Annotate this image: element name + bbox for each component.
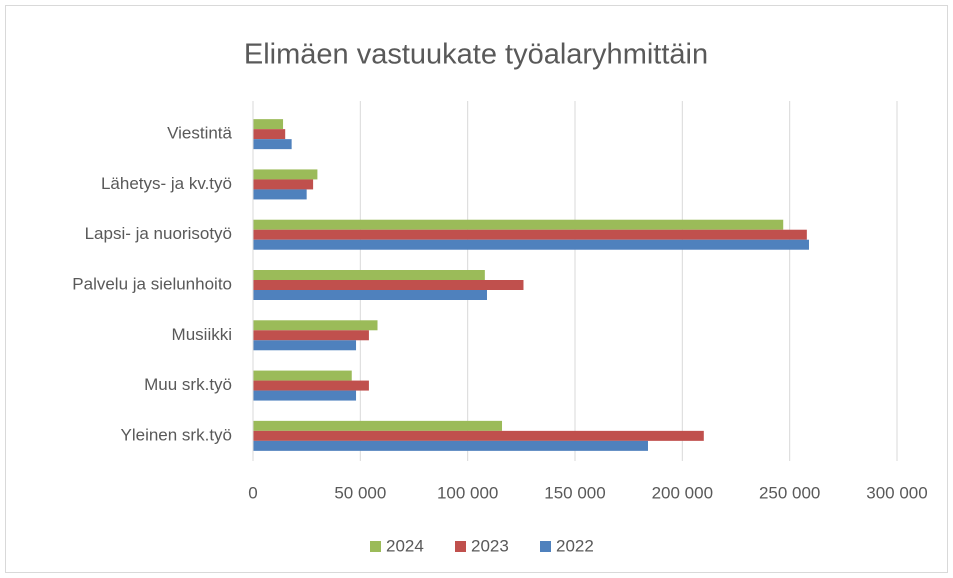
bar bbox=[253, 440, 648, 451]
y-tick-label: Palvelu ja sielunhoito bbox=[72, 274, 232, 293]
x-tick-label: 100 000 bbox=[437, 483, 498, 502]
bar bbox=[253, 129, 286, 140]
legend-label: 2024 bbox=[386, 536, 424, 555]
bar bbox=[253, 239, 809, 250]
bar bbox=[253, 229, 807, 240]
x-tick-label: 300 000 bbox=[866, 483, 927, 502]
bar bbox=[253, 219, 784, 230]
bar bbox=[253, 139, 292, 150]
x-tick-label: 150 000 bbox=[544, 483, 605, 502]
x-tick-label: 50 000 bbox=[334, 483, 386, 502]
legend-label: 2023 bbox=[471, 536, 509, 555]
bar bbox=[253, 189, 307, 200]
x-tick-label: 200 000 bbox=[652, 483, 713, 502]
bar bbox=[253, 340, 357, 351]
y-tick-label: Muu srk.työ bbox=[144, 375, 232, 394]
legend-label: 2022 bbox=[556, 536, 594, 555]
bar bbox=[253, 290, 487, 300]
bar bbox=[253, 280, 524, 290]
bar bbox=[253, 380, 369, 391]
bar bbox=[253, 390, 357, 401]
bar bbox=[253, 330, 369, 341]
y-tick-label: Lähetys- ja kv.työ bbox=[101, 174, 232, 193]
bar bbox=[253, 119, 284, 130]
bar bbox=[253, 370, 352, 381]
legend-swatch bbox=[370, 541, 381, 552]
x-tick-label: 0 bbox=[248, 483, 257, 502]
legend-swatch bbox=[455, 541, 466, 552]
bar bbox=[253, 169, 318, 180]
bar bbox=[253, 270, 485, 280]
y-tick-label: Yleinen srk.työ bbox=[121, 425, 233, 444]
legend-swatch bbox=[540, 541, 551, 552]
bar bbox=[253, 320, 378, 331]
chart-title: Elimäen vastuukate työalaryhmittäin bbox=[244, 39, 708, 71]
y-tick-label: Viestintä bbox=[167, 124, 232, 143]
x-tick-label: 250 000 bbox=[759, 483, 820, 502]
bar bbox=[253, 179, 314, 190]
y-tick-label: Musiikki bbox=[172, 325, 232, 344]
bar bbox=[253, 420, 503, 431]
y-tick-label: Lapsi- ja nuorisotyö bbox=[85, 224, 232, 243]
bar bbox=[253, 430, 704, 441]
